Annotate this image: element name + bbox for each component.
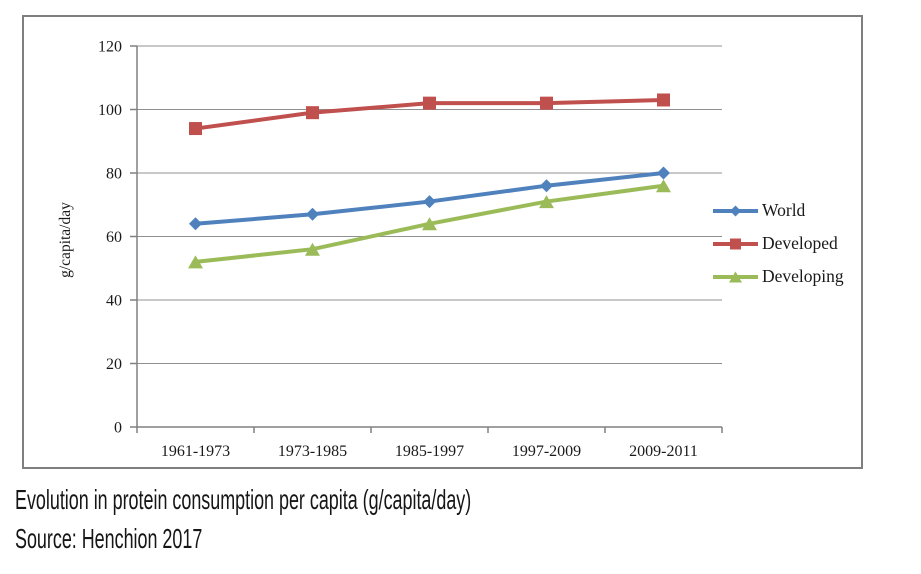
legend-swatch-world-diamond-icon (713, 205, 758, 216)
data-point-developed-1973-1985 (306, 106, 319, 120)
data-point-developed-1961-1973 (189, 122, 202, 136)
legend-label: Developing (762, 266, 844, 286)
x-category-label: 1961-1973 (161, 443, 230, 460)
legend-swatch-developing-triangle-icon (713, 271, 758, 282)
data-point-developing-2009-2011 (656, 179, 671, 193)
y-tick-label-120: 120 (98, 39, 122, 56)
data-point-developing-1997-2009 (539, 195, 554, 209)
caption: Evolution in protein consumption per cap… (15, 480, 728, 558)
legend-item-world: World (712, 194, 844, 227)
data-point-developed-1997-2009 (540, 96, 553, 110)
data-point-developing-1985-1997 (422, 217, 437, 231)
legend-marker-square-icon (730, 238, 741, 249)
y-tick-label-20: 20 (106, 356, 122, 373)
data-point-developing-1973-1985 (305, 242, 320, 256)
legend: World Developed Developing (712, 194, 844, 293)
y-axis-title: g/capita/day (57, 202, 74, 278)
x-category-label: 1997-2009 (512, 443, 581, 460)
legend-label: World (762, 200, 806, 220)
x-category-label: 2009-2011 (629, 443, 698, 460)
legend-swatch-developed-square-icon (713, 238, 758, 249)
y-tick-label-80: 80 (106, 166, 122, 183)
legend-item-developed: Developed (712, 227, 844, 260)
legend-marker-diamond-icon (730, 205, 741, 216)
y-tick-label-100: 100 (98, 102, 122, 119)
data-point-developing-1961-1973 (188, 255, 203, 269)
x-category-label: 1973-1985 (278, 443, 347, 460)
data-point-world-1985-1997 (423, 195, 436, 209)
legend-item-developing: Developing (712, 260, 844, 293)
legend-label: Developed (762, 233, 838, 253)
x-category-label: 1985-1997 (395, 443, 464, 460)
y-tick-label-60: 60 (106, 229, 122, 246)
y-tick-label-40: 40 (106, 293, 122, 310)
caption-title-line: Evolution in protein consumption per cap… (15, 484, 472, 515)
data-point-world-1973-1985 (306, 207, 319, 221)
y-tick-label-0: 0 (114, 420, 122, 437)
data-point-developed-2009-2011 (657, 93, 670, 107)
caption-source-line: Source: Henchion 2017 (15, 523, 203, 554)
legend-marker-triangle-icon (729, 271, 742, 282)
data-point-developed-1985-1997 (423, 96, 436, 110)
data-point-world-1997-2009 (540, 179, 553, 193)
data-point-world-1961-1973 (189, 217, 202, 231)
data-point-world-2009-2011 (657, 166, 670, 180)
